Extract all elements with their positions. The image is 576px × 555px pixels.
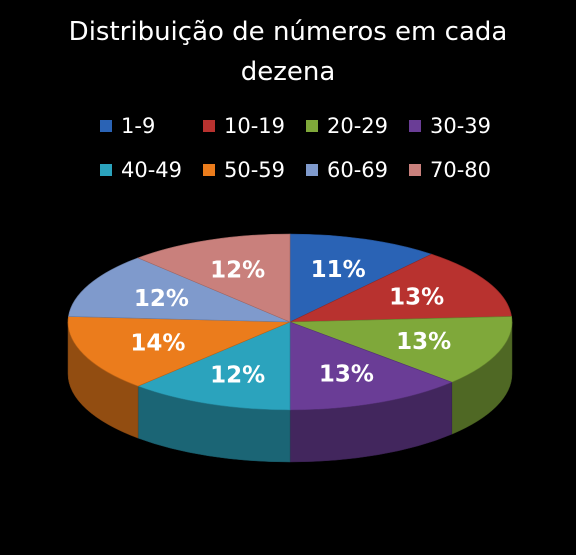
- legend-swatch-40-49: [100, 164, 112, 176]
- legend-swatch-60-69: [306, 164, 318, 176]
- legend-row-1: 1-9 10-19 20-29 30-39: [100, 104, 520, 148]
- chart-title-line-1: Distribuição de números em cada: [68, 17, 508, 47]
- chart-title: Distribuição de números em cada dezena: [0, 12, 576, 92]
- pie-slice-30-39: [289, 321, 453, 411]
- legend-label-20-29: 20-29: [327, 114, 389, 138]
- legend-label-1-9: 1-9: [121, 114, 156, 138]
- pie-slice-20-29: [289, 316, 513, 383]
- pie-slice-1-9: [289, 233, 433, 323]
- data-label-70-80: 12%: [210, 258, 265, 284]
- pie-slice-40-49: [137, 321, 291, 411]
- pie-slice-60-69: [68, 257, 291, 323]
- data-label-10-19: 13%: [389, 284, 444, 310]
- legend: 1-9 10-19 20-29 30-39 40-49 50-59: [100, 104, 520, 192]
- legend-item-10-19: 10-19: [203, 114, 306, 138]
- data-label-20-29: 13%: [396, 329, 451, 355]
- legend-label-50-59: 50-59: [224, 158, 286, 182]
- data-label-1-9: 11%: [311, 257, 366, 283]
- legend-swatch-1-9: [100, 120, 112, 132]
- legend-item-30-39: 30-39: [409, 114, 512, 138]
- legend-item-40-49: 40-49: [100, 158, 203, 182]
- data-label-30-39: 13%: [319, 362, 374, 388]
- pie-slice-10-19: [289, 253, 512, 323]
- legend-item-20-29: 20-29: [306, 114, 409, 138]
- legend-swatch-50-59: [203, 164, 215, 176]
- data-label-50-59: 14%: [130, 331, 185, 357]
- legend-label-40-49: 40-49: [121, 158, 183, 182]
- legend-swatch-70-80: [409, 164, 421, 176]
- legend-swatch-20-29: [306, 120, 318, 132]
- legend-swatch-10-19: [203, 120, 215, 132]
- data-label-60-69: 12%: [134, 286, 189, 312]
- legend-label-60-69: 60-69: [327, 158, 389, 182]
- legend-item-50-59: 50-59: [203, 158, 306, 182]
- legend-label-70-80: 70-80: [430, 158, 492, 182]
- legend-label-30-39: 30-39: [430, 114, 492, 138]
- legend-item-60-69: 60-69: [306, 158, 409, 182]
- pie-slice-50-59: [67, 316, 291, 387]
- chart-title-line-2: dezena: [240, 57, 336, 87]
- legend-item-1-9: 1-9: [100, 114, 203, 138]
- pie-slice-70-80: [137, 233, 291, 323]
- data-label-40-49: 12%: [210, 362, 265, 388]
- legend-item-70-80: 70-80: [409, 158, 512, 182]
- legend-label-10-19: 10-19: [224, 114, 286, 138]
- legend-swatch-30-39: [409, 120, 421, 132]
- legend-row-2: 40-49 50-59 60-69 70-80: [100, 148, 520, 192]
